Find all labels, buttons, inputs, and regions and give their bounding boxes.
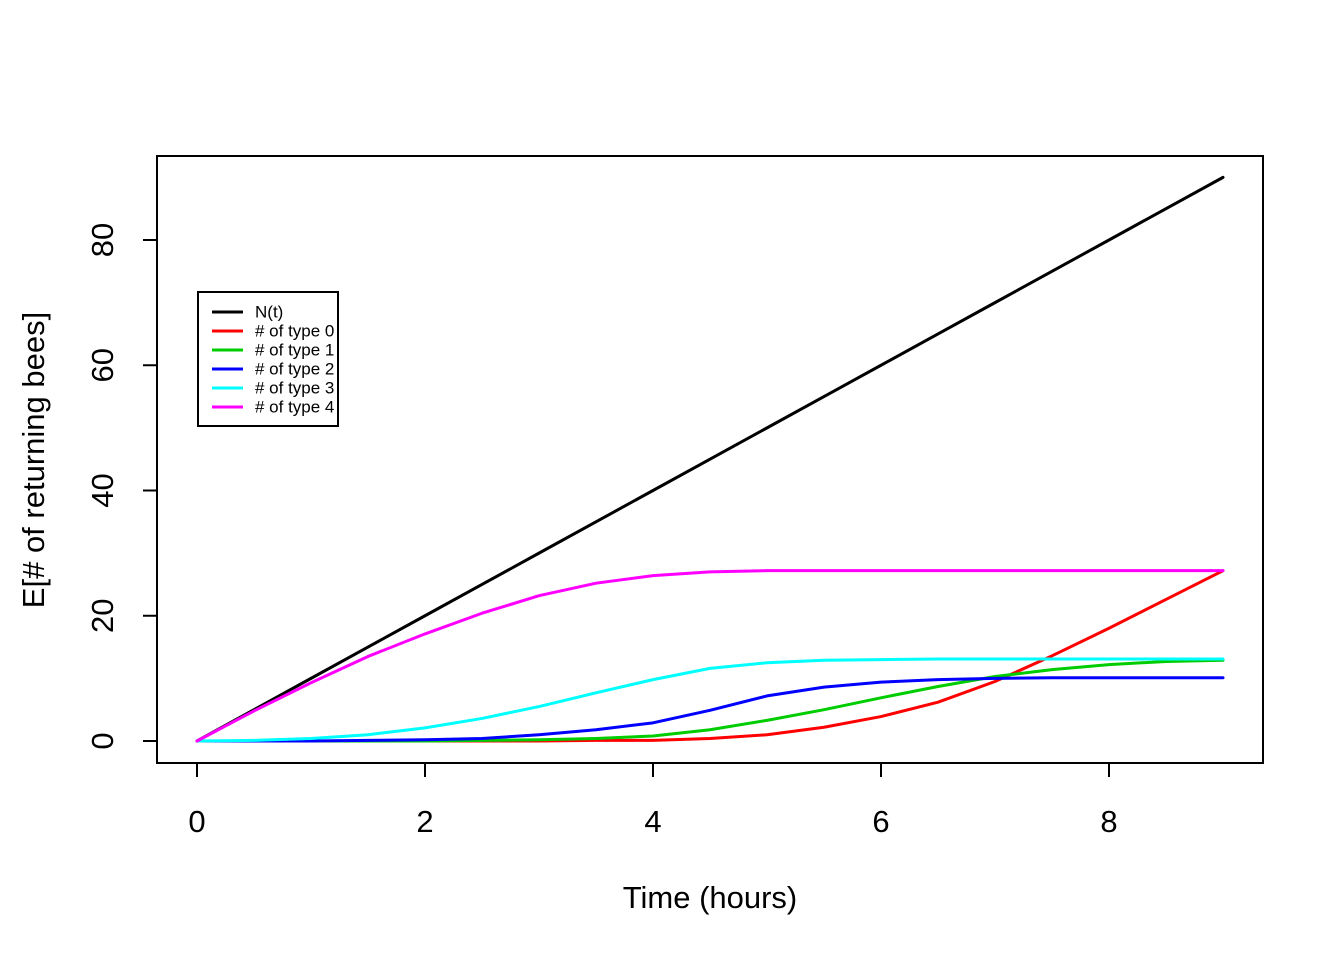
y-axis: 0 20 40 60 80: [85, 223, 157, 750]
y-tick-label: 60: [85, 348, 120, 382]
series-line-of-type-3: [195, 657, 1225, 743]
legend-label-of-type-3: # of type 3: [255, 379, 334, 398]
legend-label-of-type-2: # of type 2: [255, 360, 334, 379]
legend: N(t)# of type 0# of type 1# of type 2# o…: [197, 291, 339, 427]
legend-box: [197, 291, 339, 427]
x-tick-label: 0: [188, 804, 205, 839]
series-line-of-type-4: [195, 569, 1225, 743]
x-tick-label: 4: [644, 804, 661, 839]
x-axis: 0 2 4 6 8: [188, 763, 1118, 839]
legend-label-n-t: N(t): [255, 303, 283, 322]
x-axis-title: Time (hours): [623, 880, 798, 915]
legend-label-of-type-1: # of type 1: [255, 341, 334, 360]
plot-border-group: [156, 155, 1264, 764]
y-tick-label: 20: [85, 599, 120, 633]
y-tick-label: 80: [85, 223, 120, 257]
series-lines: [195, 175, 1225, 743]
x-tick-label: 6: [872, 804, 889, 839]
y-axis-title: E[# of returning bees]: [16, 312, 51, 608]
legend-label-of-type-0: # of type 0: [255, 322, 334, 341]
x-tick-label: 8: [1100, 804, 1117, 839]
series-line-n-t: [195, 175, 1225, 743]
y-tick-label: 40: [85, 473, 120, 507]
y-tick-label: 0: [85, 732, 120, 749]
plot-border: [156, 155, 1264, 764]
legend-label-of-type-4: # of type 4: [255, 398, 334, 417]
series-line-of-type-2: [195, 676, 1225, 743]
series-line-of-type-1: [195, 658, 1225, 743]
x-tick-label: 2: [416, 804, 433, 839]
